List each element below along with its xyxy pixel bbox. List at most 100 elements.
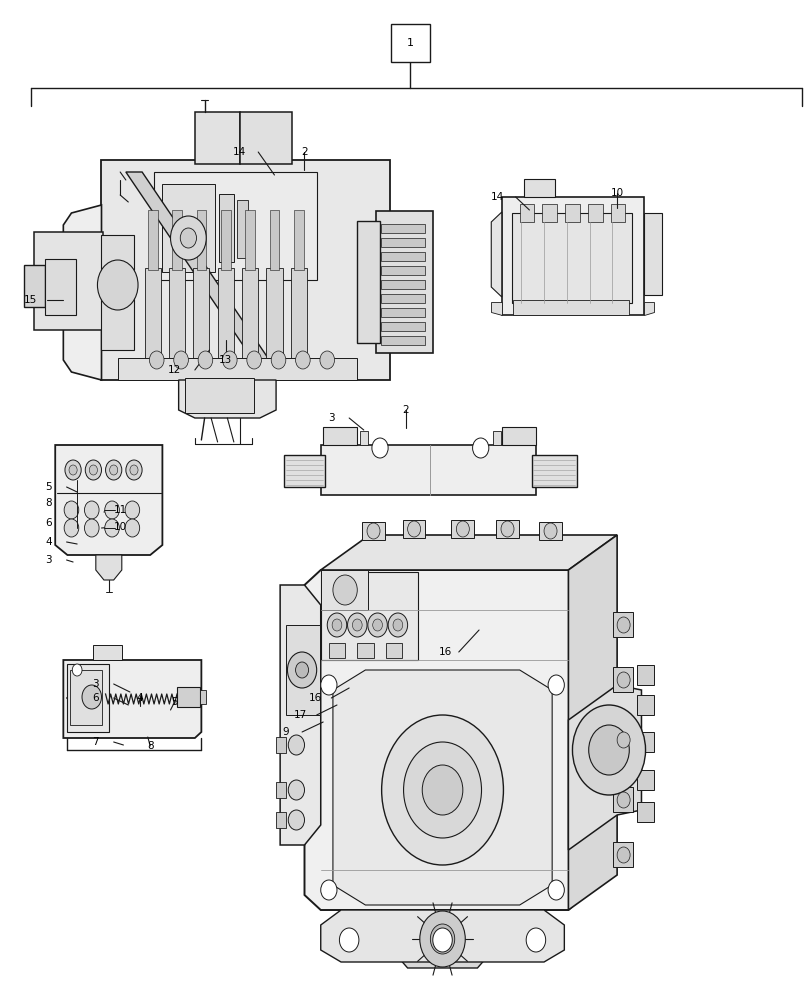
Text: 15: 15 <box>24 295 37 305</box>
Polygon shape <box>55 445 162 555</box>
Circle shape <box>393 619 402 631</box>
Polygon shape <box>320 910 564 962</box>
Bar <box>385 643 401 658</box>
Bar <box>219 194 234 262</box>
Bar <box>612 612 633 637</box>
Bar <box>612 727 633 752</box>
Bar <box>637 665 653 685</box>
Bar <box>519 204 534 222</box>
Text: 17: 17 <box>294 710 307 720</box>
Bar <box>67 664 109 732</box>
Bar <box>200 690 206 704</box>
Bar <box>380 280 425 289</box>
Circle shape <box>222 351 237 369</box>
Bar <box>362 522 384 540</box>
Polygon shape <box>126 172 276 370</box>
Circle shape <box>69 465 77 475</box>
Circle shape <box>180 228 196 248</box>
Bar <box>380 224 425 233</box>
Text: 11: 11 <box>114 505 127 515</box>
Bar <box>610 204 624 222</box>
Polygon shape <box>333 670 551 905</box>
Circle shape <box>500 521 513 537</box>
Bar <box>284 455 324 487</box>
Bar <box>451 520 474 538</box>
Bar <box>492 431 500 445</box>
Circle shape <box>616 847 629 863</box>
Polygon shape <box>96 555 122 580</box>
Bar <box>542 204 556 222</box>
Circle shape <box>371 438 388 458</box>
Circle shape <box>105 519 119 537</box>
Bar <box>380 294 425 303</box>
Bar <box>380 308 425 317</box>
Polygon shape <box>320 535 616 570</box>
Circle shape <box>130 465 138 475</box>
Bar <box>539 522 561 540</box>
Circle shape <box>547 675 564 695</box>
Circle shape <box>105 501 119 519</box>
Circle shape <box>84 501 99 519</box>
Bar <box>380 322 425 331</box>
Circle shape <box>432 928 452 952</box>
Text: 2: 2 <box>402 405 409 415</box>
Circle shape <box>288 735 304 755</box>
Bar <box>162 184 215 272</box>
Text: 2: 2 <box>301 147 307 157</box>
Bar <box>320 572 418 660</box>
Bar <box>101 235 134 350</box>
Bar <box>612 842 633 867</box>
Bar <box>154 172 316 280</box>
Text: 3: 3 <box>92 679 99 689</box>
Circle shape <box>320 351 334 369</box>
Bar <box>276 737 285 753</box>
Circle shape <box>125 501 139 519</box>
Circle shape <box>65 460 81 480</box>
Bar <box>564 204 579 222</box>
Bar <box>531 455 576 487</box>
Bar <box>237 200 248 258</box>
Circle shape <box>295 351 310 369</box>
Bar <box>513 300 629 315</box>
Circle shape <box>616 672 629 688</box>
Polygon shape <box>63 660 201 738</box>
Bar <box>357 643 373 658</box>
Bar <box>242 268 258 363</box>
Bar <box>266 268 282 363</box>
Bar <box>637 695 653 715</box>
Circle shape <box>372 619 382 631</box>
Polygon shape <box>396 910 488 968</box>
Bar <box>643 213 661 295</box>
Bar <box>320 445 535 495</box>
Polygon shape <box>67 685 81 711</box>
Text: 14: 14 <box>490 192 503 202</box>
Text: 10: 10 <box>114 522 127 532</box>
Circle shape <box>616 792 629 808</box>
Bar <box>320 570 367 610</box>
Bar <box>276 812 285 828</box>
Circle shape <box>64 501 79 519</box>
Bar <box>93 645 122 660</box>
Bar <box>294 210 303 270</box>
Bar <box>245 210 255 270</box>
Bar <box>269 210 279 270</box>
Bar <box>402 520 425 538</box>
Text: 4: 4 <box>136 693 143 703</box>
Text: 6: 6 <box>45 518 52 528</box>
Circle shape <box>198 351 212 369</box>
Bar <box>496 520 518 538</box>
Polygon shape <box>304 570 584 910</box>
Circle shape <box>347 613 367 637</box>
Circle shape <box>472 438 488 458</box>
Text: 16: 16 <box>438 647 451 657</box>
Bar <box>390 24 429 62</box>
Circle shape <box>547 880 564 900</box>
Circle shape <box>419 911 465 967</box>
Circle shape <box>170 216 206 260</box>
Bar <box>24 265 45 307</box>
Circle shape <box>97 260 138 310</box>
Bar <box>328 643 345 658</box>
Bar <box>637 802 653 822</box>
Bar <box>380 266 425 275</box>
Bar <box>81 686 101 708</box>
